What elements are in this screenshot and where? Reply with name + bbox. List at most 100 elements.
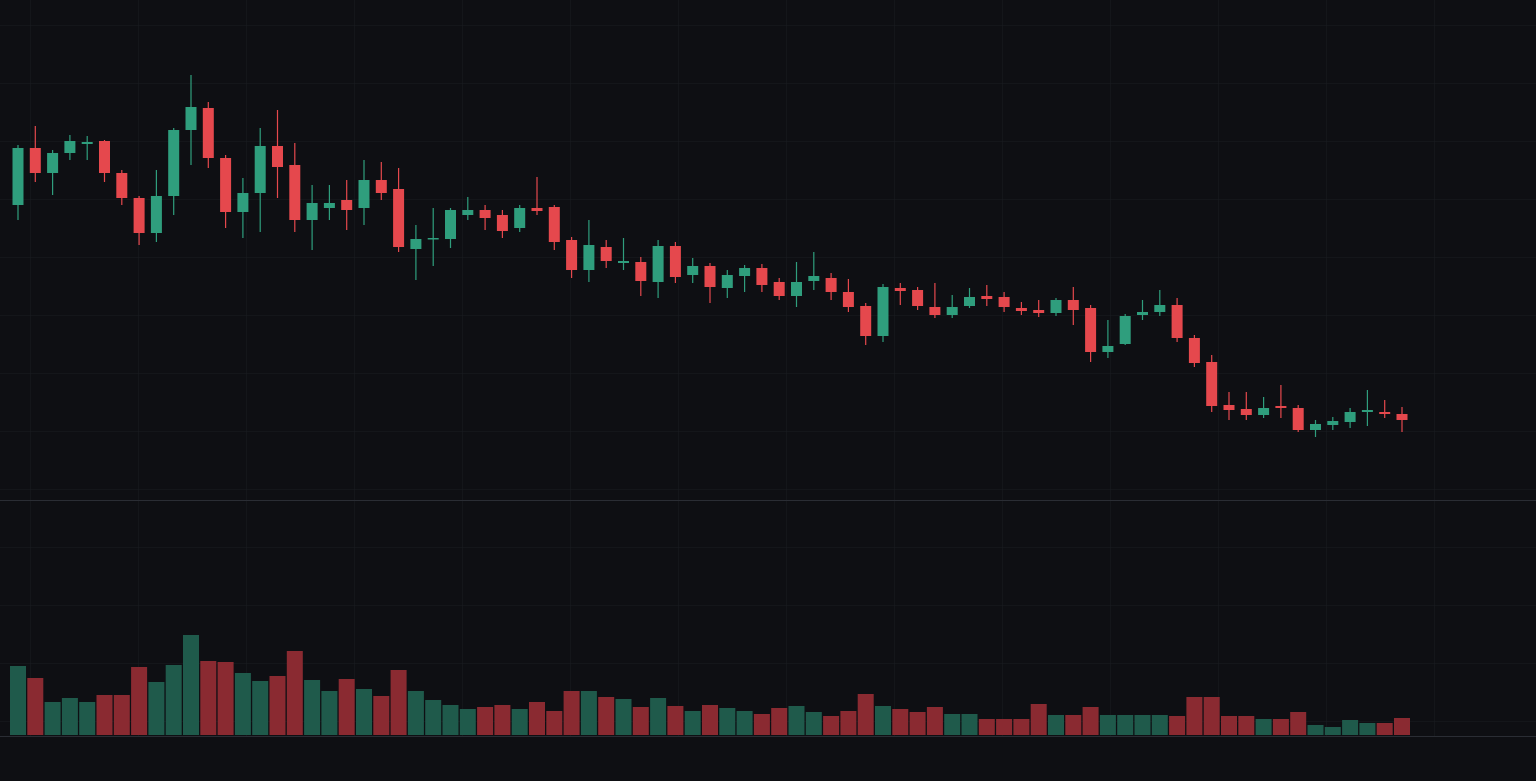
volume-bar bbox=[165, 665, 182, 735]
candle-body bbox=[773, 282, 785, 296]
volume-bar bbox=[113, 695, 130, 735]
candle-body bbox=[306, 203, 318, 220]
candle-body bbox=[272, 146, 283, 167]
candle-body bbox=[81, 142, 93, 144]
volume-bar bbox=[788, 706, 805, 735]
candle-body bbox=[410, 239, 422, 249]
volume-bar bbox=[598, 697, 615, 735]
volume-bar bbox=[1394, 718, 1410, 735]
volume-bar bbox=[477, 707, 494, 735]
volume-bar bbox=[10, 666, 26, 735]
volume-bar bbox=[684, 711, 701, 735]
candle-body bbox=[791, 282, 802, 296]
volume-bar bbox=[1359, 723, 1376, 735]
candle-body bbox=[237, 193, 249, 212]
candle-body bbox=[1137, 312, 1148, 315]
candle-body bbox=[566, 240, 578, 270]
volume-bar bbox=[511, 709, 528, 735]
volume-bar bbox=[390, 670, 407, 735]
candle-body bbox=[1292, 408, 1304, 430]
candle-body bbox=[1085, 308, 1097, 352]
volume-bar bbox=[580, 691, 597, 735]
volume-bar bbox=[857, 694, 874, 735]
volume-bar bbox=[1099, 715, 1116, 735]
candle-body bbox=[756, 268, 768, 285]
volume-bar bbox=[1186, 697, 1203, 735]
candle-body bbox=[514, 208, 526, 228]
volume-bar bbox=[615, 699, 632, 735]
candle-body bbox=[946, 307, 958, 315]
candle-body bbox=[479, 210, 491, 218]
candle-body bbox=[462, 210, 474, 215]
volume-bar bbox=[909, 712, 926, 735]
candle-body bbox=[964, 297, 975, 306]
candle-body bbox=[842, 292, 854, 307]
candle-body bbox=[1102, 346, 1114, 352]
candle-body bbox=[618, 261, 629, 263]
candle-body bbox=[393, 189, 405, 247]
candle-body bbox=[1361, 410, 1373, 412]
volume-bar bbox=[252, 681, 269, 735]
volume-bar bbox=[1169, 716, 1186, 735]
volume-bar bbox=[892, 709, 909, 735]
candle-body bbox=[323, 203, 335, 208]
volume-bar bbox=[944, 714, 961, 735]
volume-bar bbox=[356, 689, 372, 735]
candle-body bbox=[47, 153, 59, 173]
candle-body bbox=[912, 290, 924, 306]
volume-bar bbox=[563, 691, 580, 735]
volume-bar bbox=[1151, 715, 1168, 735]
volume-bar bbox=[1376, 723, 1393, 735]
candle-body bbox=[1206, 362, 1218, 406]
volume-bar bbox=[459, 709, 476, 735]
candle-body bbox=[133, 198, 145, 233]
candle-body bbox=[99, 141, 110, 173]
candle-body bbox=[877, 287, 889, 336]
candle-body bbox=[929, 307, 941, 315]
volume-bar bbox=[719, 708, 736, 735]
volume-bar bbox=[96, 695, 113, 735]
candle-body bbox=[427, 238, 439, 240]
volume-bar bbox=[27, 678, 44, 735]
volume-bar bbox=[1255, 719, 1272, 735]
candle-body bbox=[1310, 424, 1321, 430]
candle-body bbox=[1188, 338, 1200, 363]
candle-body bbox=[185, 107, 197, 130]
candle-body bbox=[29, 148, 41, 173]
price-pane bbox=[12, 75, 1408, 437]
candle-body bbox=[1396, 414, 1408, 420]
candle-body bbox=[254, 146, 266, 193]
volume-bar bbox=[1203, 697, 1220, 735]
candle-body bbox=[669, 246, 681, 277]
candle-body bbox=[1275, 406, 1287, 408]
volume-bar bbox=[1013, 719, 1030, 735]
candle-body bbox=[998, 297, 1010, 307]
candle-body bbox=[1119, 316, 1131, 344]
volume-bar bbox=[425, 700, 442, 735]
volume-bar bbox=[148, 682, 165, 735]
volume-bar bbox=[1048, 715, 1064, 735]
volume-bar bbox=[131, 667, 148, 735]
candle-body bbox=[375, 180, 387, 193]
candle-body bbox=[583, 245, 595, 270]
candle-body bbox=[1154, 305, 1166, 312]
volume-bar bbox=[234, 673, 251, 735]
volume-bar bbox=[926, 707, 943, 735]
volume-bar bbox=[1082, 707, 1099, 735]
candle-body bbox=[202, 108, 214, 158]
volume-bar bbox=[1134, 715, 1151, 735]
volume-bar bbox=[961, 714, 978, 735]
candle-body bbox=[1015, 308, 1027, 311]
volume-bar bbox=[996, 719, 1013, 735]
volume-bar bbox=[1272, 719, 1289, 735]
candle-body bbox=[168, 130, 180, 196]
candle-body bbox=[739, 268, 751, 276]
volume-bar bbox=[702, 705, 718, 735]
volume-bar bbox=[875, 706, 891, 735]
candle-body bbox=[12, 148, 24, 205]
volume-bar bbox=[753, 714, 770, 735]
volume-bar bbox=[667, 706, 684, 735]
candle-body bbox=[116, 173, 128, 198]
volume-bar bbox=[632, 707, 649, 735]
